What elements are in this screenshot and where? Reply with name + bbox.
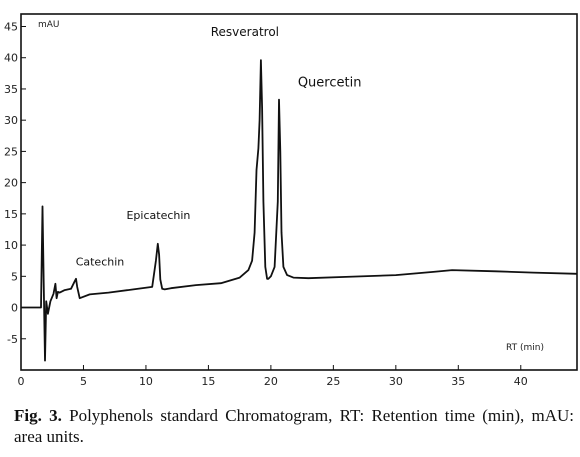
- x-axis-label: RT (min): [506, 343, 544, 353]
- label-layer: mAU RT (min) Catechin Epicatechin Resveratro…: [38, 20, 544, 353]
- y-tick-label: -5: [7, 333, 18, 346]
- y-tick-label: 15: [4, 208, 18, 221]
- peak-label-catechin: Catechin: [76, 255, 125, 268]
- caption-prefix: Fig. 3.: [14, 406, 62, 425]
- y-axis-label: mAU: [38, 20, 60, 30]
- y-tick-label: 0: [11, 302, 18, 315]
- x-tick-label: 20: [264, 375, 278, 388]
- x-tick-label: 40: [514, 375, 528, 388]
- peak-label-resveratrol: Resveratrol: [211, 25, 279, 39]
- plot-frame: [20, 13, 578, 371]
- x-tick-label: 35: [451, 375, 465, 388]
- y-tick-label: 10: [4, 239, 18, 252]
- chart-svg: -5 0 5 10 15 20 25 30 35 40 45 0 5 10 15 20 25 30 35 40 mAU…: [4, 13, 578, 388]
- y-tick-label: 35: [4, 83, 18, 96]
- chromatogram-trace: [21, 59, 578, 362]
- y-tick-label: 45: [4, 20, 18, 33]
- figure-caption: Fig. 3. Polyphenols standard Chromatogra…: [14, 405, 574, 447]
- y-tick-label: 25: [4, 145, 18, 158]
- caption-text: Polyphenols standard Chromatogram, RT: R…: [14, 406, 575, 446]
- axes-layer: -5 0 5 10 15 20 25 30 35 40 45 0 5 10 15 20 25 30 35 40: [4, 13, 578, 388]
- trace-layer: [21, 59, 578, 362]
- x-tick-label: 10: [139, 375, 153, 388]
- x-tick-label: 15: [201, 375, 215, 388]
- x-tick-label: 25: [326, 375, 340, 388]
- x-tick-label: 30: [389, 375, 403, 388]
- y-tick-label: 40: [4, 52, 18, 65]
- peak-label-quercetin: Quercetin: [298, 76, 362, 91]
- x-tick-label: 5: [80, 375, 87, 388]
- y-tick-label: 30: [4, 114, 18, 127]
- chromatogram-chart: -5 0 5 10 15 20 25 30 35 40 45 0 5 10 15 20 25 30 35 40 mAU…: [4, 13, 578, 388]
- y-tick-label: 20: [4, 177, 18, 190]
- peak-label-epicatechin: Epicatechin: [126, 209, 190, 222]
- y-tick-label: 5: [11, 270, 18, 283]
- x-tick-label: 0: [18, 375, 25, 388]
